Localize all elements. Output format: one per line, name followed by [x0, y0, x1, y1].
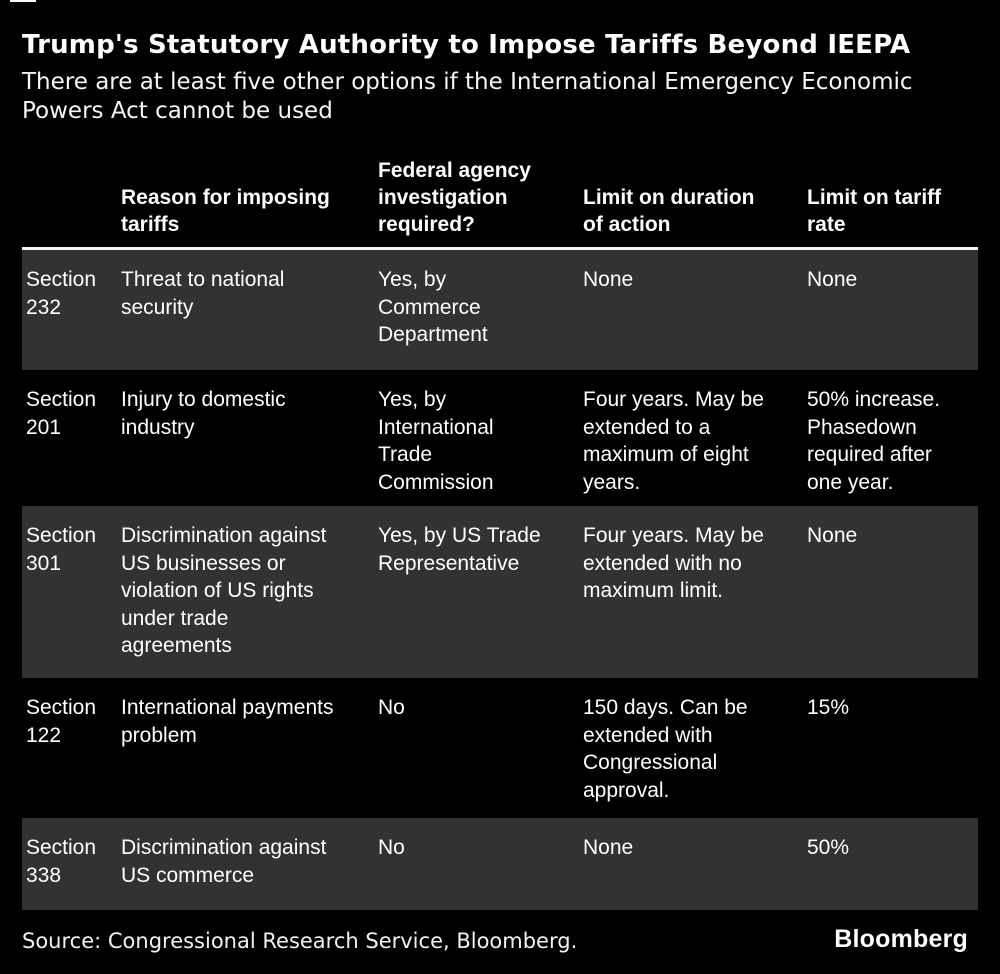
source-attribution: Source: Congressional Research Service, …: [22, 929, 578, 953]
cell-rate: None: [807, 524, 858, 547]
cell-investigation: No: [378, 836, 405, 859]
cell-duration: None: [583, 836, 634, 859]
table-row-section-232: Section 232 Threat to national security …: [22, 250, 978, 370]
cell-rate: None: [807, 268, 858, 291]
table-row-section-122: Section 122 International payments probl…: [22, 678, 978, 818]
cell-duration: None: [583, 268, 634, 291]
cell-section: Section 338: [26, 836, 97, 887]
cell-duration: Four years. May be extended to a maximum…: [583, 388, 764, 494]
table-row-section-338: Section 338 Discrimination against US co…: [22, 818, 978, 910]
table-row-section-201: Section 201 Injury to domestic industry …: [22, 370, 978, 506]
cell-reason: Discrimination against US businesses or …: [121, 524, 327, 657]
cell-investigation: Yes, by US Trade Representative: [378, 524, 541, 575]
column-header-duration: Limit on duration of action: [583, 186, 755, 236]
cell-section: Section 232: [26, 268, 97, 319]
chart-subtitle: There are at least five other options if…: [22, 69, 913, 124]
column-header-rate: Limit on tariff rate: [807, 186, 942, 236]
column-header-reason: Reason for imposing tariffs: [121, 186, 330, 236]
chart-title: Trump's Statutory Authority to Impose Ta…: [22, 30, 911, 60]
cell-rate: 50% increase. Phasedown required after o…: [807, 388, 941, 494]
bloomberg-corner-tick: [10, 0, 36, 2]
cell-reason: International payments problem: [121, 696, 334, 747]
cell-reason: Discrimination against US commerce: [121, 836, 327, 887]
cell-duration: 150 days. Can be extended with Congressi…: [583, 696, 748, 802]
cell-investigation: Yes, by Commerce Department: [378, 268, 488, 346]
cell-duration: Four years. May be extended with no maxi…: [583, 524, 764, 602]
cell-section: Section 301: [26, 524, 97, 575]
column-header-investigation: Federal agency investigation required?: [378, 159, 531, 236]
cell-rate: 15%: [807, 696, 850, 719]
header-divider-line: [22, 247, 978, 250]
table-body: Section 232 Threat to national security …: [22, 250, 978, 910]
cell-section: Section 201: [26, 388, 97, 439]
cell-reason: Threat to national security: [121, 268, 285, 319]
bloomberg-logo: Bloomberg: [834, 925, 968, 953]
table-header-row: Reason for imposing tariffs Federal agen…: [22, 150, 978, 247]
cell-investigation: Yes, by International Trade Commission: [378, 388, 494, 494]
cell-investigation: No: [378, 696, 405, 719]
cell-rate: 50%: [807, 836, 850, 859]
cell-section: Section 122: [26, 696, 97, 747]
table-row-section-301: Section 301 Discrimination against US bu…: [22, 506, 978, 678]
cell-reason: Injury to domestic industry: [121, 388, 286, 439]
